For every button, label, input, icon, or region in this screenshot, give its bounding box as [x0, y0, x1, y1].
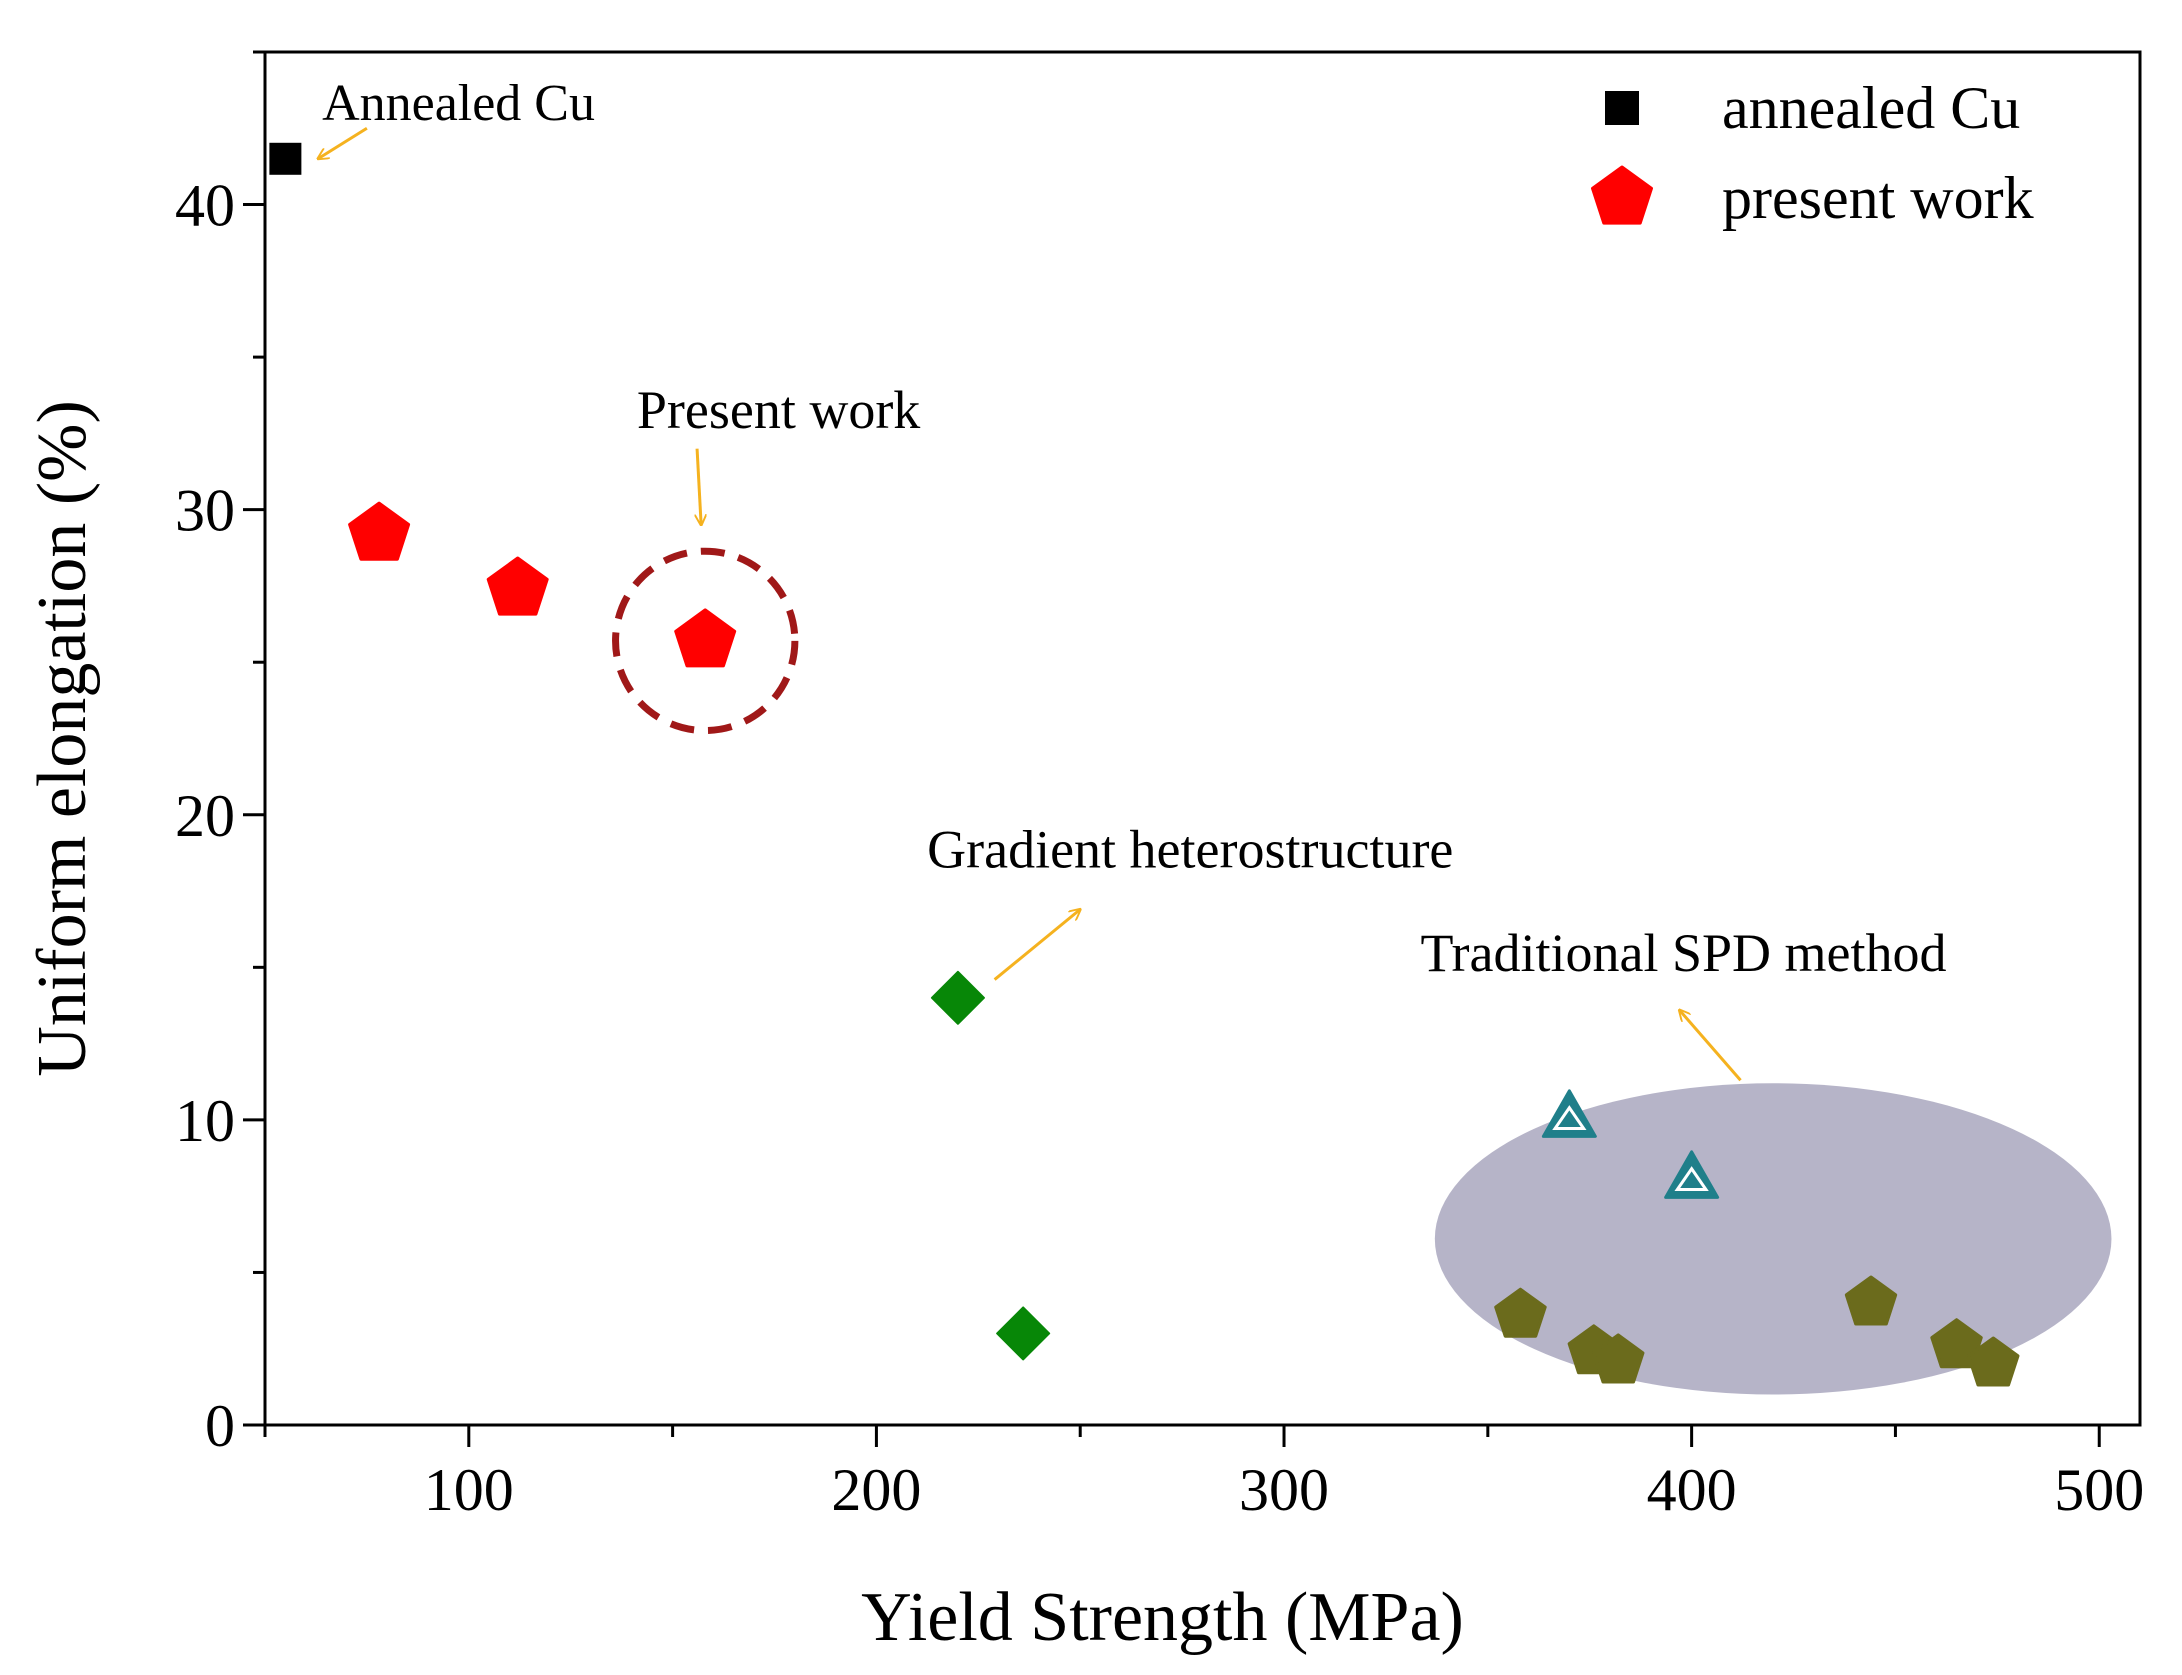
- gradient-heterostructure-annotation-arrow: [993, 909, 1081, 981]
- spd-pentagon-point-shape: [1494, 1287, 1547, 1338]
- annealed-cu-annotation-label: Annealed Cu: [322, 75, 595, 132]
- spd-pentagon-point-shape: [1844, 1275, 1898, 1326]
- spd-triangle-point-inner: [1552, 1105, 1587, 1131]
- x-tick-label: 300: [1239, 1457, 1329, 1523]
- present-work-annotation-arrow: [697, 448, 701, 525]
- annealed-cu-point-shape: [269, 142, 302, 175]
- spd-triangle-point: [1541, 1089, 1597, 1138]
- spd-pentagon-point-shape: [1592, 1333, 1645, 1384]
- plot-frame: [263, 50, 2142, 1427]
- gradient-heterostructure-point: [930, 970, 985, 1025]
- traditional-spd-annotation-label: Traditional SPD method: [1420, 923, 1946, 983]
- spd-triangle-point: [1664, 1150, 1720, 1199]
- legend-marker-shape: [1591, 165, 1653, 225]
- y-axis-label: Uniform elongation (%): [24, 400, 101, 1076]
- y-tick-label: 20: [175, 783, 235, 849]
- y-tick-label: 0: [205, 1393, 235, 1459]
- present-work-point-shape: [674, 608, 737, 668]
- legend-marker: [1591, 165, 1653, 225]
- annealed-cu-point: [269, 142, 302, 175]
- annealed-cu-annotation-arrow: [318, 127, 368, 159]
- spd-pentagon-point: [1592, 1333, 1645, 1384]
- x-tick-label: 100: [424, 1457, 514, 1523]
- x-tick-label: 400: [1647, 1457, 1737, 1523]
- legend-label: present work: [1722, 165, 2034, 231]
- legend-marker-shape: [1605, 91, 1639, 125]
- legend-item: annealed Cu: [1605, 75, 2020, 141]
- x-axis-label: Yield Strength (MPa): [861, 1579, 1464, 1656]
- present-work-point-shape: [486, 556, 549, 616]
- present-work-point: [674, 608, 737, 668]
- present-work-point: [348, 501, 411, 561]
- x-tick-label: 500: [2054, 1457, 2144, 1523]
- gradient-heterostructure-point: [996, 1306, 1051, 1361]
- spd-region-ellipse: [1434, 1083, 2112, 1395]
- legend-item: present work: [1591, 165, 2034, 231]
- present-work-highlight-circle: [612, 547, 799, 735]
- gradient-heterostructure-point-shape: [930, 970, 985, 1025]
- gradient-heterostructure-point-shape: [996, 1306, 1051, 1361]
- present-work-annotation-label: Present work: [637, 380, 920, 440]
- y-tick-label: 10: [175, 1088, 235, 1154]
- legend-label: annealed Cu: [1722, 75, 2020, 141]
- y-tick-label: 30: [175, 478, 235, 544]
- spd-pentagon-point: [1844, 1275, 1898, 1326]
- spd-pentagon-point-shape: [1967, 1336, 2020, 1387]
- spd-pentagon-point: [1967, 1336, 2020, 1387]
- gradient-heterostructure-annotation-label: Gradient heterostructure: [927, 819, 1453, 879]
- spd-triangle-point-inner: [1674, 1166, 1709, 1192]
- present-work-point: [486, 556, 549, 616]
- spd-pentagon-point: [1494, 1287, 1547, 1338]
- present-work-point-shape: [348, 501, 411, 561]
- y-tick-label: 40: [175, 173, 235, 239]
- traditional-spd-annotation-arrow: [1679, 1010, 1742, 1082]
- x-tick-label: 200: [831, 1457, 921, 1523]
- legend-marker: [1605, 91, 1639, 125]
